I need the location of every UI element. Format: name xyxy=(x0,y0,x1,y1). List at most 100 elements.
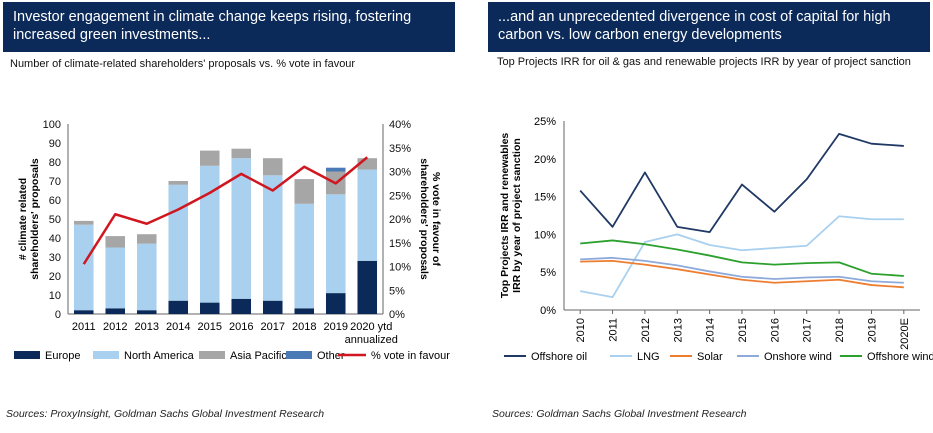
x-tick-label: 2011 xyxy=(72,321,96,333)
legend-label-offshore-oil: Offshore oil xyxy=(531,351,587,363)
x-tick-label: 2016 xyxy=(229,321,253,333)
y2-tick-label: 30% xyxy=(389,167,411,179)
y-tick-label: 40 xyxy=(49,233,61,245)
y-tick-label: 50 xyxy=(49,214,61,226)
bar-asia-pacific-2017 xyxy=(262,158,283,176)
right-panel-header: ...and an unprecedented divergence in co… xyxy=(488,2,930,52)
legend-swatch-other xyxy=(286,351,312,359)
x-tick-label: 2015 xyxy=(198,321,222,333)
bar-asia-pacific-2016 xyxy=(231,148,252,159)
legend-swatch-asia-pacific xyxy=(199,351,225,359)
x-tick-label: 2020E xyxy=(899,318,911,350)
y-tick-label: 60 xyxy=(49,195,61,207)
bar-asia-pacific-2014 xyxy=(168,181,189,185)
bar-europe-2016 xyxy=(231,298,252,314)
line-offshore-wind xyxy=(580,239,904,277)
y2-tick-label: 35% xyxy=(389,143,411,155)
x-tick-label: 2016 xyxy=(769,318,781,342)
bar-north-america-2012 xyxy=(105,247,126,309)
line-onshore-wind xyxy=(580,256,904,284)
y-tick-label: 70 xyxy=(49,176,61,188)
bar-north-america-2011 xyxy=(73,224,94,311)
bar-asia-pacific-2012 xyxy=(105,236,126,248)
y2-tick-label: 10% xyxy=(389,262,411,274)
x-tick-label: 2014 xyxy=(166,321,190,333)
y-tick-label: 15% xyxy=(534,192,556,204)
y2-tick-label: 25% xyxy=(389,190,411,202)
y-tick-label: 0 xyxy=(55,309,61,321)
x-tick-label: 2013 xyxy=(135,321,159,333)
line-offshore-oil xyxy=(579,132,904,234)
y-tick-label: 10 xyxy=(49,290,61,302)
bar-north-america-2015 xyxy=(199,165,220,303)
x-tick-label: 2011 xyxy=(608,318,620,342)
legend-label-lng: LNG xyxy=(637,351,660,363)
left-chart-source: Sources: ProxyInsight, Goldman Sachs Glo… xyxy=(6,408,325,420)
bar-asia-pacific-2013 xyxy=(136,234,157,244)
x-tick-label: 2019 xyxy=(866,318,878,342)
y2-tick-label: 40% xyxy=(389,119,411,131)
bar-europe-2011 xyxy=(73,310,94,314)
bar-europe-2020-ytd-annualized xyxy=(357,260,378,314)
y2-tick-label: 15% xyxy=(389,238,411,250)
legend-label-vote-in-favour: % vote in favour xyxy=(371,350,450,362)
left-chart-subtitle: Number of climate-related shareholders' … xyxy=(10,58,356,70)
bar-europe-2012 xyxy=(105,308,126,314)
bar-other-2019 xyxy=(325,167,346,172)
line-solar xyxy=(580,259,904,289)
y-tick-label: 90 xyxy=(49,138,61,150)
legend-label-offshore-wind: Offshore wind xyxy=(867,351,933,363)
y2-tick-label: 5% xyxy=(389,285,405,297)
x-tick-label: 2017 xyxy=(802,318,814,342)
y-axis-title-line: # climate related xyxy=(17,178,29,260)
bar-north-america-2014 xyxy=(168,184,189,301)
line-lng xyxy=(580,215,904,299)
y-tick-label: 5% xyxy=(540,267,556,279)
y-axis-title-line: shareholders' proposals xyxy=(29,158,41,280)
legend-swatch-europe xyxy=(14,351,40,359)
left-panel-header: Investor engagement in climate change ke… xyxy=(3,2,455,52)
y-axis-title: Top Projects IRR and renewablesIRR by ye… xyxy=(499,133,523,299)
bar-north-america-2018 xyxy=(294,203,315,309)
y-tick-label: 10% xyxy=(534,229,556,241)
y2-axis-title: % vote in favour ofshareholders' proposa… xyxy=(418,158,442,280)
y-axis-title-line: IRR by year of project sanction xyxy=(511,138,523,293)
x-tick-label: 2019 xyxy=(324,321,348,333)
x-tick-label: 2012 xyxy=(640,318,652,342)
y-tick-label: 25% xyxy=(534,116,556,128)
right-chart-source: Sources: Goldman Sachs Global Investment… xyxy=(492,408,747,420)
y2-axis-title-line: % vote in favour of xyxy=(430,172,442,266)
bar-europe-2018 xyxy=(294,308,315,314)
line-vote-in-favour xyxy=(82,156,369,265)
x-tick-label: 2012 xyxy=(103,321,127,333)
bar-europe-2019 xyxy=(325,293,346,314)
bar-asia-pacific-2011 xyxy=(73,220,94,225)
x-tick-label: 2013 xyxy=(672,318,684,342)
bar-north-america-2017 xyxy=(262,175,283,301)
legend-label-onshore-wind: Onshore wind xyxy=(764,351,832,363)
x-tick-label: 2018 xyxy=(834,318,846,342)
bar-north-america-2016 xyxy=(231,158,252,299)
y-tick-label: 80 xyxy=(49,157,61,169)
bar-europe-2015 xyxy=(199,302,220,314)
bar-north-america-2020-ytd-annualized xyxy=(357,169,378,261)
legend-swatch-north-america xyxy=(93,351,119,359)
y-tick-label: 0% xyxy=(540,305,556,317)
x-tick-label-line: 2020 ytd xyxy=(350,321,392,333)
bar-asia-pacific-2018 xyxy=(294,179,315,204)
y2-tick-label: 20% xyxy=(389,214,411,226)
x-tick-label: 2020 ytd annualized xyxy=(345,321,398,346)
y2-tick-label: 0% xyxy=(389,309,405,321)
x-tick-label: 2018 xyxy=(292,321,316,333)
x-tick-label: 2010 xyxy=(575,318,587,342)
y-axis-title-line: Top Projects IRR and renewables xyxy=(499,133,511,299)
y-tick-label: 20 xyxy=(49,271,61,283)
bar-north-america-2019 xyxy=(325,194,346,294)
legend-label-solar: Solar xyxy=(697,351,723,363)
right-chart-subtitle: Top Projects IRR for oil & gas and renew… xyxy=(497,56,911,68)
legend-label-asia-pacific: Asia Pacific xyxy=(230,350,287,362)
bar-europe-2014 xyxy=(168,300,189,314)
y2-axis-title-line: shareholders' proposals xyxy=(418,158,430,280)
left-chart: 0 10 20 30 40 50 60 70 80 90 100 0% 5% 10% 15% 20% 25% 30… xyxy=(14,119,450,362)
legend-label-other: Other xyxy=(317,350,345,362)
